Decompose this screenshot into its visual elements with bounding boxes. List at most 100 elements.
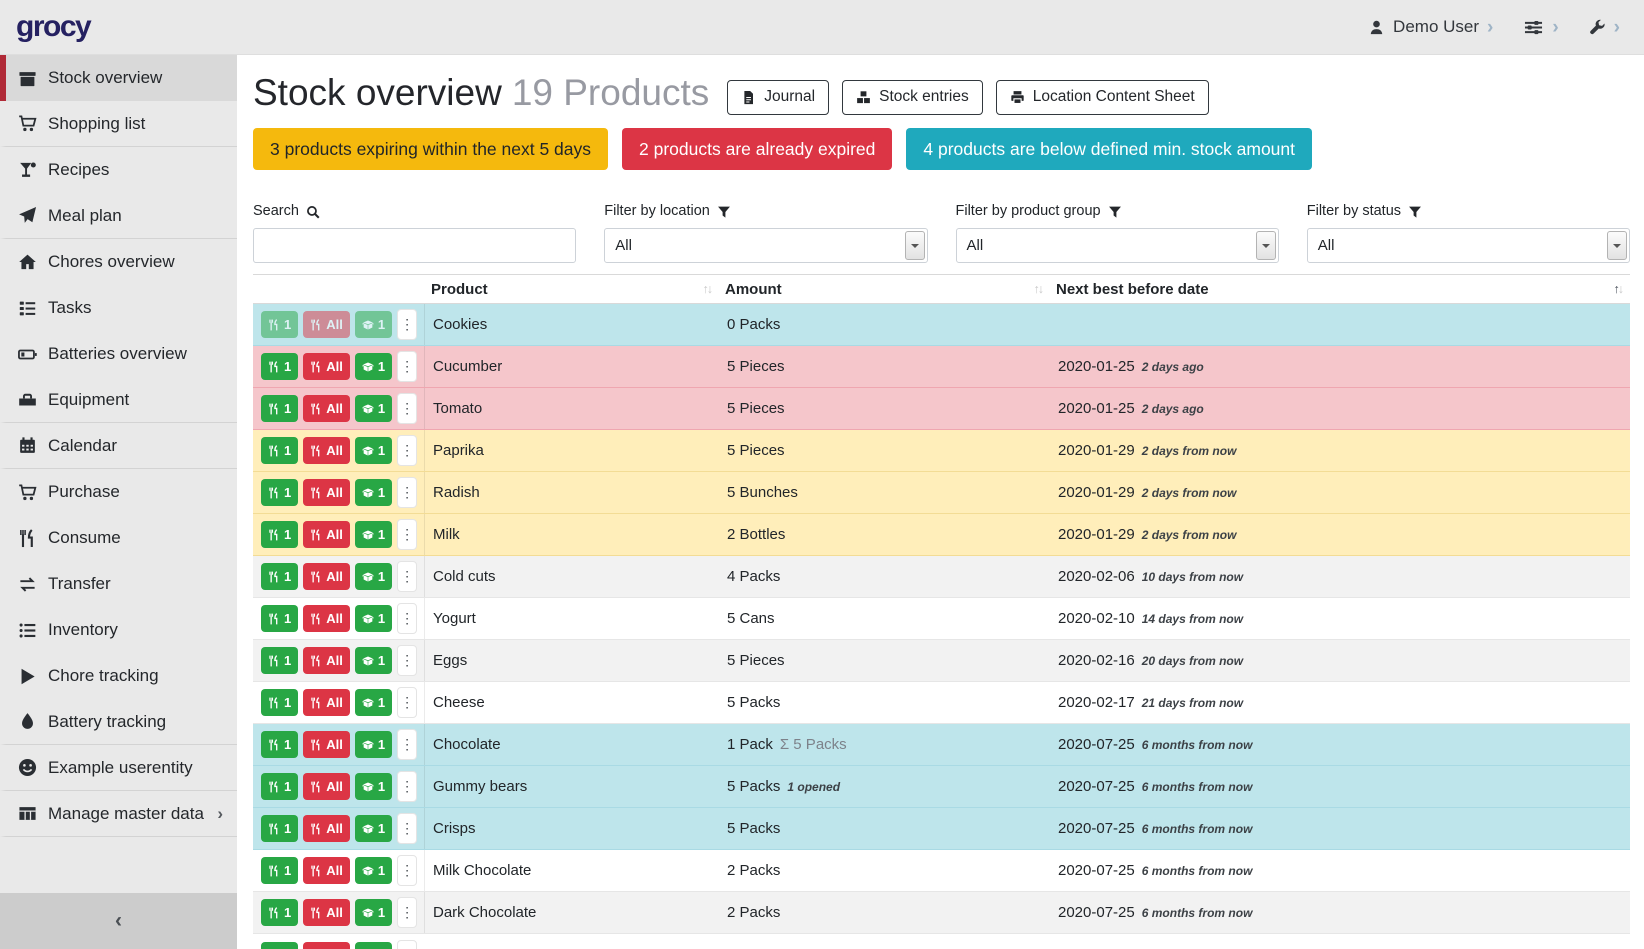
sidebar-item-stock-overview[interactable]: Stock overview — [0, 55, 237, 101]
sidebar-item-equipment[interactable]: Equipment — [0, 377, 237, 423]
sidebar-item-manage-master-data[interactable]: Manage master data › — [0, 791, 237, 837]
expired-banner[interactable]: 2 products are already expired — [622, 128, 893, 170]
consume-all-button[interactable]: All — [303, 815, 350, 842]
sidebar-item-purchase[interactable]: Purchase — [0, 469, 237, 515]
open-one-button[interactable]: 1 — [354, 395, 393, 422]
amount-column-header[interactable]: Amount ↑↓ — [725, 280, 1044, 298]
consume-one-button[interactable]: 1 — [261, 311, 299, 338]
row-menu-button[interactable]: ⋮ — [397, 729, 418, 760]
row-menu-button[interactable]: ⋮ — [397, 351, 418, 382]
open-one-button[interactable]: 1 — [354, 942, 393, 949]
consume-one-button[interactable]: 1 — [261, 437, 299, 464]
consume-all-button[interactable]: All — [303, 857, 350, 884]
consume-one-button[interactable]: 1 — [261, 353, 299, 380]
user-menu[interactable]: Demo User › — [1368, 17, 1493, 37]
open-one-button[interactable]: 1 — [354, 521, 393, 548]
best-before-column-header[interactable]: Next best before date ↑↓ — [1056, 280, 1624, 298]
row-menu-button[interactable]: ⋮ — [397, 435, 418, 466]
product-column-header[interactable]: Product ↑↓ — [431, 280, 713, 298]
location-filter-select[interactable]: All — [604, 228, 928, 263]
row-menu-button[interactable]: ⋮ — [397, 940, 418, 949]
consume-all-button[interactable]: All — [303, 521, 350, 548]
app-logo[interactable]: grocy — [16, 10, 92, 43]
sidebar-item-consume[interactable]: Consume — [0, 515, 237, 561]
consume-one-button[interactable]: 1 — [261, 521, 299, 548]
sidebar-collapse-button[interactable]: ‹ — [0, 893, 237, 949]
sidebar-item-recipes[interactable]: Recipes — [0, 147, 237, 193]
consume-all-button[interactable]: All — [303, 689, 350, 716]
product-group-filter-select[interactable]: All — [955, 228, 1279, 263]
sidebar-item-chores-overview[interactable]: Chores overview — [0, 239, 237, 285]
row-menu-button[interactable]: ⋮ — [397, 855, 418, 886]
open-one-button[interactable]: 1 — [354, 815, 393, 842]
sidebar-item-calendar[interactable]: Calendar — [0, 423, 237, 469]
row-menu-button[interactable]: ⋮ — [397, 519, 418, 550]
open-one-button[interactable]: 1 — [354, 731, 393, 758]
open-one-button[interactable]: 1 — [354, 899, 393, 926]
sidebar-item-chore-tracking[interactable]: Chore tracking — [0, 653, 237, 699]
consume-one-button[interactable]: 1 — [261, 857, 299, 884]
open-one-button[interactable]: 1 — [354, 311, 393, 338]
open-one-button[interactable]: 1 — [354, 689, 393, 716]
row-menu-button[interactable]: ⋮ — [397, 393, 418, 424]
consume-one-button[interactable]: 1 — [261, 815, 299, 842]
row-menu-button[interactable]: ⋮ — [397, 309, 418, 340]
row-menu-button[interactable]: ⋮ — [397, 645, 418, 676]
open-one-button[interactable]: 1 — [354, 479, 393, 506]
open-one-button[interactable]: 1 — [354, 353, 393, 380]
sidebar-item-shopping-list[interactable]: Shopping list — [0, 101, 237, 147]
status-filter-select[interactable]: All — [1306, 228, 1630, 263]
expiring-banner[interactable]: 3 products expiring within the next 5 da… — [253, 128, 609, 170]
consume-all-button[interactable]: All — [303, 942, 350, 949]
open-one-button[interactable]: 1 — [354, 605, 393, 632]
consume-one-button[interactable]: 1 — [261, 773, 299, 800]
consume-all-button[interactable]: All — [303, 731, 350, 758]
row-menu-button[interactable]: ⋮ — [397, 771, 418, 802]
consume-all-button[interactable]: All — [303, 311, 350, 338]
consume-one-button[interactable]: 1 — [261, 689, 299, 716]
consume-one-button[interactable]: 1 — [261, 942, 299, 949]
sidebar-item-tasks[interactable]: Tasks — [0, 285, 237, 331]
sidebar-item-inventory[interactable]: Inventory — [0, 607, 237, 653]
consume-all-button[interactable]: All — [303, 395, 350, 422]
consume-all-button[interactable]: All — [303, 899, 350, 926]
consume-all-button[interactable]: All — [303, 563, 350, 590]
consume-all-button[interactable]: All — [303, 605, 350, 632]
row-menu-button[interactable]: ⋮ — [397, 687, 418, 718]
open-one-button[interactable]: 1 — [354, 647, 393, 674]
consume-one-button[interactable]: 1 — [261, 563, 299, 590]
row-menu-button[interactable]: ⋮ — [397, 561, 418, 592]
open-one-button[interactable]: 1 — [354, 773, 393, 800]
row-menu-button[interactable]: ⋮ — [397, 897, 418, 928]
amount-cell: 5 Pieces — [727, 652, 785, 669]
sidebar-item-batteries-overview[interactable]: Batteries overview — [0, 331, 237, 377]
consume-one-button[interactable]: 1 — [261, 647, 299, 674]
settings-menu[interactable]: › — [1523, 17, 1559, 38]
row-menu-button[interactable]: ⋮ — [397, 813, 418, 844]
location-content-sheet-button[interactable]: Location Content Sheet — [995, 79, 1209, 115]
journal-button[interactable]: Journal — [727, 79, 830, 115]
admin-menu[interactable]: › — [1589, 18, 1620, 37]
consume-one-button[interactable]: 1 — [261, 479, 299, 506]
search-input[interactable] — [253, 228, 577, 263]
sidebar-item-example-userentity[interactable]: Example userentity — [0, 745, 237, 791]
consume-one-button[interactable]: 1 — [261, 731, 299, 758]
consume-all-button[interactable]: All — [303, 353, 350, 380]
consume-one-button[interactable]: 1 — [261, 605, 299, 632]
open-one-button[interactable]: 1 — [354, 437, 393, 464]
consume-one-button[interactable]: 1 — [261, 899, 299, 926]
consume-one-button[interactable]: 1 — [261, 395, 299, 422]
consume-all-button[interactable]: All — [303, 437, 350, 464]
consume-all-button[interactable]: All — [303, 773, 350, 800]
sidebar-item-meal-plan[interactable]: Meal plan — [0, 193, 237, 239]
sidebar-item-battery-tracking[interactable]: Battery tracking — [0, 699, 237, 745]
open-one-button[interactable]: 1 — [354, 563, 393, 590]
consume-all-button[interactable]: All — [303, 647, 350, 674]
consume-all-button[interactable]: All — [303, 479, 350, 506]
open-one-button[interactable]: 1 — [354, 857, 393, 884]
sidebar-item-transfer[interactable]: Transfer — [0, 561, 237, 607]
below-min-stock-banner[interactable]: 4 products are below defined min. stock … — [906, 128, 1312, 170]
row-menu-button[interactable]: ⋮ — [397, 477, 418, 508]
row-menu-button[interactable]: ⋮ — [397, 603, 418, 634]
stock-entries-button[interactable]: Stock entries — [842, 79, 983, 115]
